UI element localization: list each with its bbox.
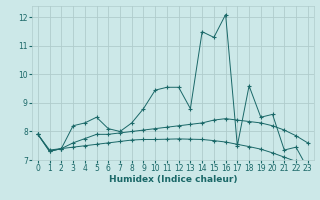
X-axis label: Humidex (Indice chaleur): Humidex (Indice chaleur): [108, 175, 237, 184]
